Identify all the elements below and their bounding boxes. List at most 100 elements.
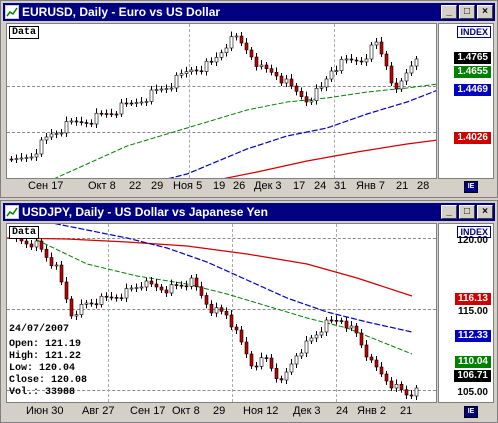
usdjpy-window-title: USDJPY, Daily - US Dollar vs Japanese Ye… <box>22 205 268 219</box>
grid-line <box>7 390 436 391</box>
candle <box>104 113 109 115</box>
scroll-to-end-icon[interactable]: IE <box>464 406 478 418</box>
ma-green-line <box>36 239 413 355</box>
candle <box>199 286 204 296</box>
candle <box>264 357 269 359</box>
candle <box>304 96 309 103</box>
close-button[interactable]: × <box>477 205 493 219</box>
candle <box>29 156 34 159</box>
maximize-button[interactable]: □ <box>459 205 475 219</box>
price-label-red-ma: 1.4026 <box>454 132 491 144</box>
ma-blue-line <box>168 90 436 178</box>
close-button[interactable]: × <box>477 5 493 19</box>
candle <box>214 307 219 314</box>
date-tick: Июн 30 <box>26 405 64 417</box>
candle <box>154 283 159 288</box>
candle <box>214 57 219 63</box>
candle <box>169 284 174 294</box>
candle <box>379 41 384 55</box>
candle <box>144 280 149 288</box>
candle <box>69 298 74 317</box>
eurusd-date-axis: Сен 17 Окт 8 22 29 Ноя 5 19 26 Дек 3 17 … <box>6 180 437 194</box>
candle <box>169 87 174 90</box>
candle <box>339 59 344 71</box>
date-tick: Ноя 5 <box>173 180 203 192</box>
usdjpy-candles <box>9 231 419 400</box>
scroll-to-end-icon[interactable]: IE <box>464 181 478 193</box>
grid-line <box>108 224 109 402</box>
candle <box>84 122 89 124</box>
eurusd-candles <box>9 31 419 163</box>
data-label[interactable]: Data <box>9 26 40 39</box>
grid-line <box>334 24 335 178</box>
candle <box>209 60 214 63</box>
candle <box>374 41 379 46</box>
candle <box>194 277 199 288</box>
candle <box>334 70 339 72</box>
info-close: Close: 120.08 <box>9 375 88 386</box>
usdjpy-price-chart[interactable]: Data 24/07/2007 Open: 121.19 High: 121.2… <box>6 223 437 403</box>
candle <box>189 69 194 73</box>
candle <box>259 357 264 367</box>
candle <box>314 334 319 339</box>
date-tick: Дек 3 <box>293 405 321 417</box>
candle <box>144 101 149 103</box>
candle <box>164 289 169 294</box>
candle <box>409 394 414 397</box>
eurusd-window: EURUSD, Daily - Euro vs US Dollar _ □ × … <box>0 0 498 198</box>
candle <box>414 387 419 397</box>
candle <box>54 133 59 135</box>
candle <box>294 355 299 365</box>
index-label[interactable]: INDEX <box>457 26 491 38</box>
eurusd-titlebar[interactable]: EURUSD, Daily - Euro vs US Dollar _ □ × <box>3 3 495 21</box>
date-tick: Окт 8 <box>172 405 200 417</box>
info-volume: Vol.: 33988 <box>9 387 76 398</box>
candle <box>59 264 64 283</box>
usdjpy-price-axis[interactable]: INDEX 120.00 116.13 115.00 112.33 110.04… <box>438 223 494 403</box>
y-tick-label: 105.00 <box>457 387 488 398</box>
candle <box>39 139 44 155</box>
price-label-red-ma: 116.13 <box>454 293 491 305</box>
minimize-button[interactable]: _ <box>441 5 457 19</box>
candle <box>319 331 324 336</box>
candle <box>359 60 364 63</box>
candle <box>324 319 329 333</box>
candle <box>274 368 279 379</box>
candle <box>229 36 234 49</box>
candle <box>44 136 49 141</box>
candle <box>179 73 184 76</box>
candle <box>119 297 124 299</box>
candle <box>384 53 389 67</box>
maximize-button[interactable]: □ <box>459 5 475 19</box>
candle <box>339 320 344 322</box>
candle <box>369 356 374 361</box>
candle <box>24 240 29 245</box>
minimize-button[interactable]: _ <box>441 205 457 219</box>
candle <box>274 72 279 77</box>
candle <box>24 157 29 159</box>
candle <box>209 303 214 314</box>
eurusd-price-axis[interactable]: INDEX 1.4765 1.4655 1.4469 1.4026 <box>438 23 494 179</box>
candle <box>89 122 94 125</box>
index-label[interactable]: INDEX <box>457 226 491 238</box>
candle <box>379 366 384 375</box>
ma-red-line <box>7 237 413 297</box>
candle <box>314 88 319 101</box>
ma-red-line <box>223 139 436 178</box>
usdjpy-titlebar[interactable]: USDJPY, Daily - US Dollar vs Japanese Ye… <box>3 203 495 221</box>
candle <box>304 340 309 354</box>
candle <box>334 320 339 322</box>
candle <box>114 297 119 299</box>
candle <box>244 341 249 355</box>
date-tick: 28 <box>417 180 430 192</box>
candle <box>34 240 39 248</box>
candle <box>324 78 329 88</box>
date-tick: 21 <box>396 180 409 192</box>
price-label-last: 1.4765 <box>454 52 491 64</box>
eurusd-price-chart[interactable]: Data <box>6 23 437 179</box>
candle <box>9 158 14 161</box>
candle <box>149 89 154 102</box>
data-label[interactable]: Data <box>9 226 40 239</box>
candle <box>229 314 234 328</box>
candle <box>224 311 229 316</box>
